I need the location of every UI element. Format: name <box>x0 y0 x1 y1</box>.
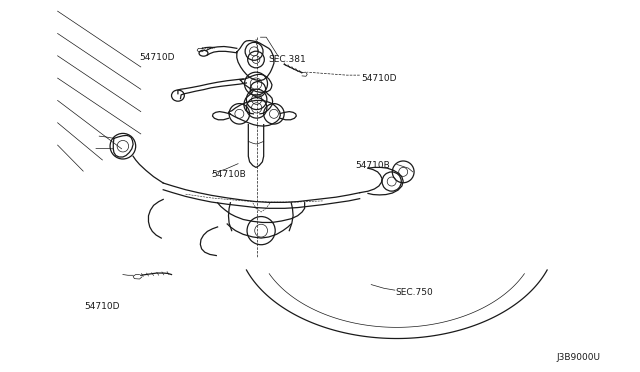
Text: 54710D: 54710D <box>140 53 175 62</box>
Text: 54710D: 54710D <box>84 302 120 311</box>
Text: 54710B: 54710B <box>355 161 390 170</box>
Text: SEC.381: SEC.381 <box>269 55 307 64</box>
Text: 54710B: 54710B <box>211 170 246 179</box>
Text: SEC.750: SEC.750 <box>396 288 433 296</box>
Text: 54710D: 54710D <box>362 74 397 83</box>
Text: J3B9000U: J3B9000U <box>557 353 601 362</box>
